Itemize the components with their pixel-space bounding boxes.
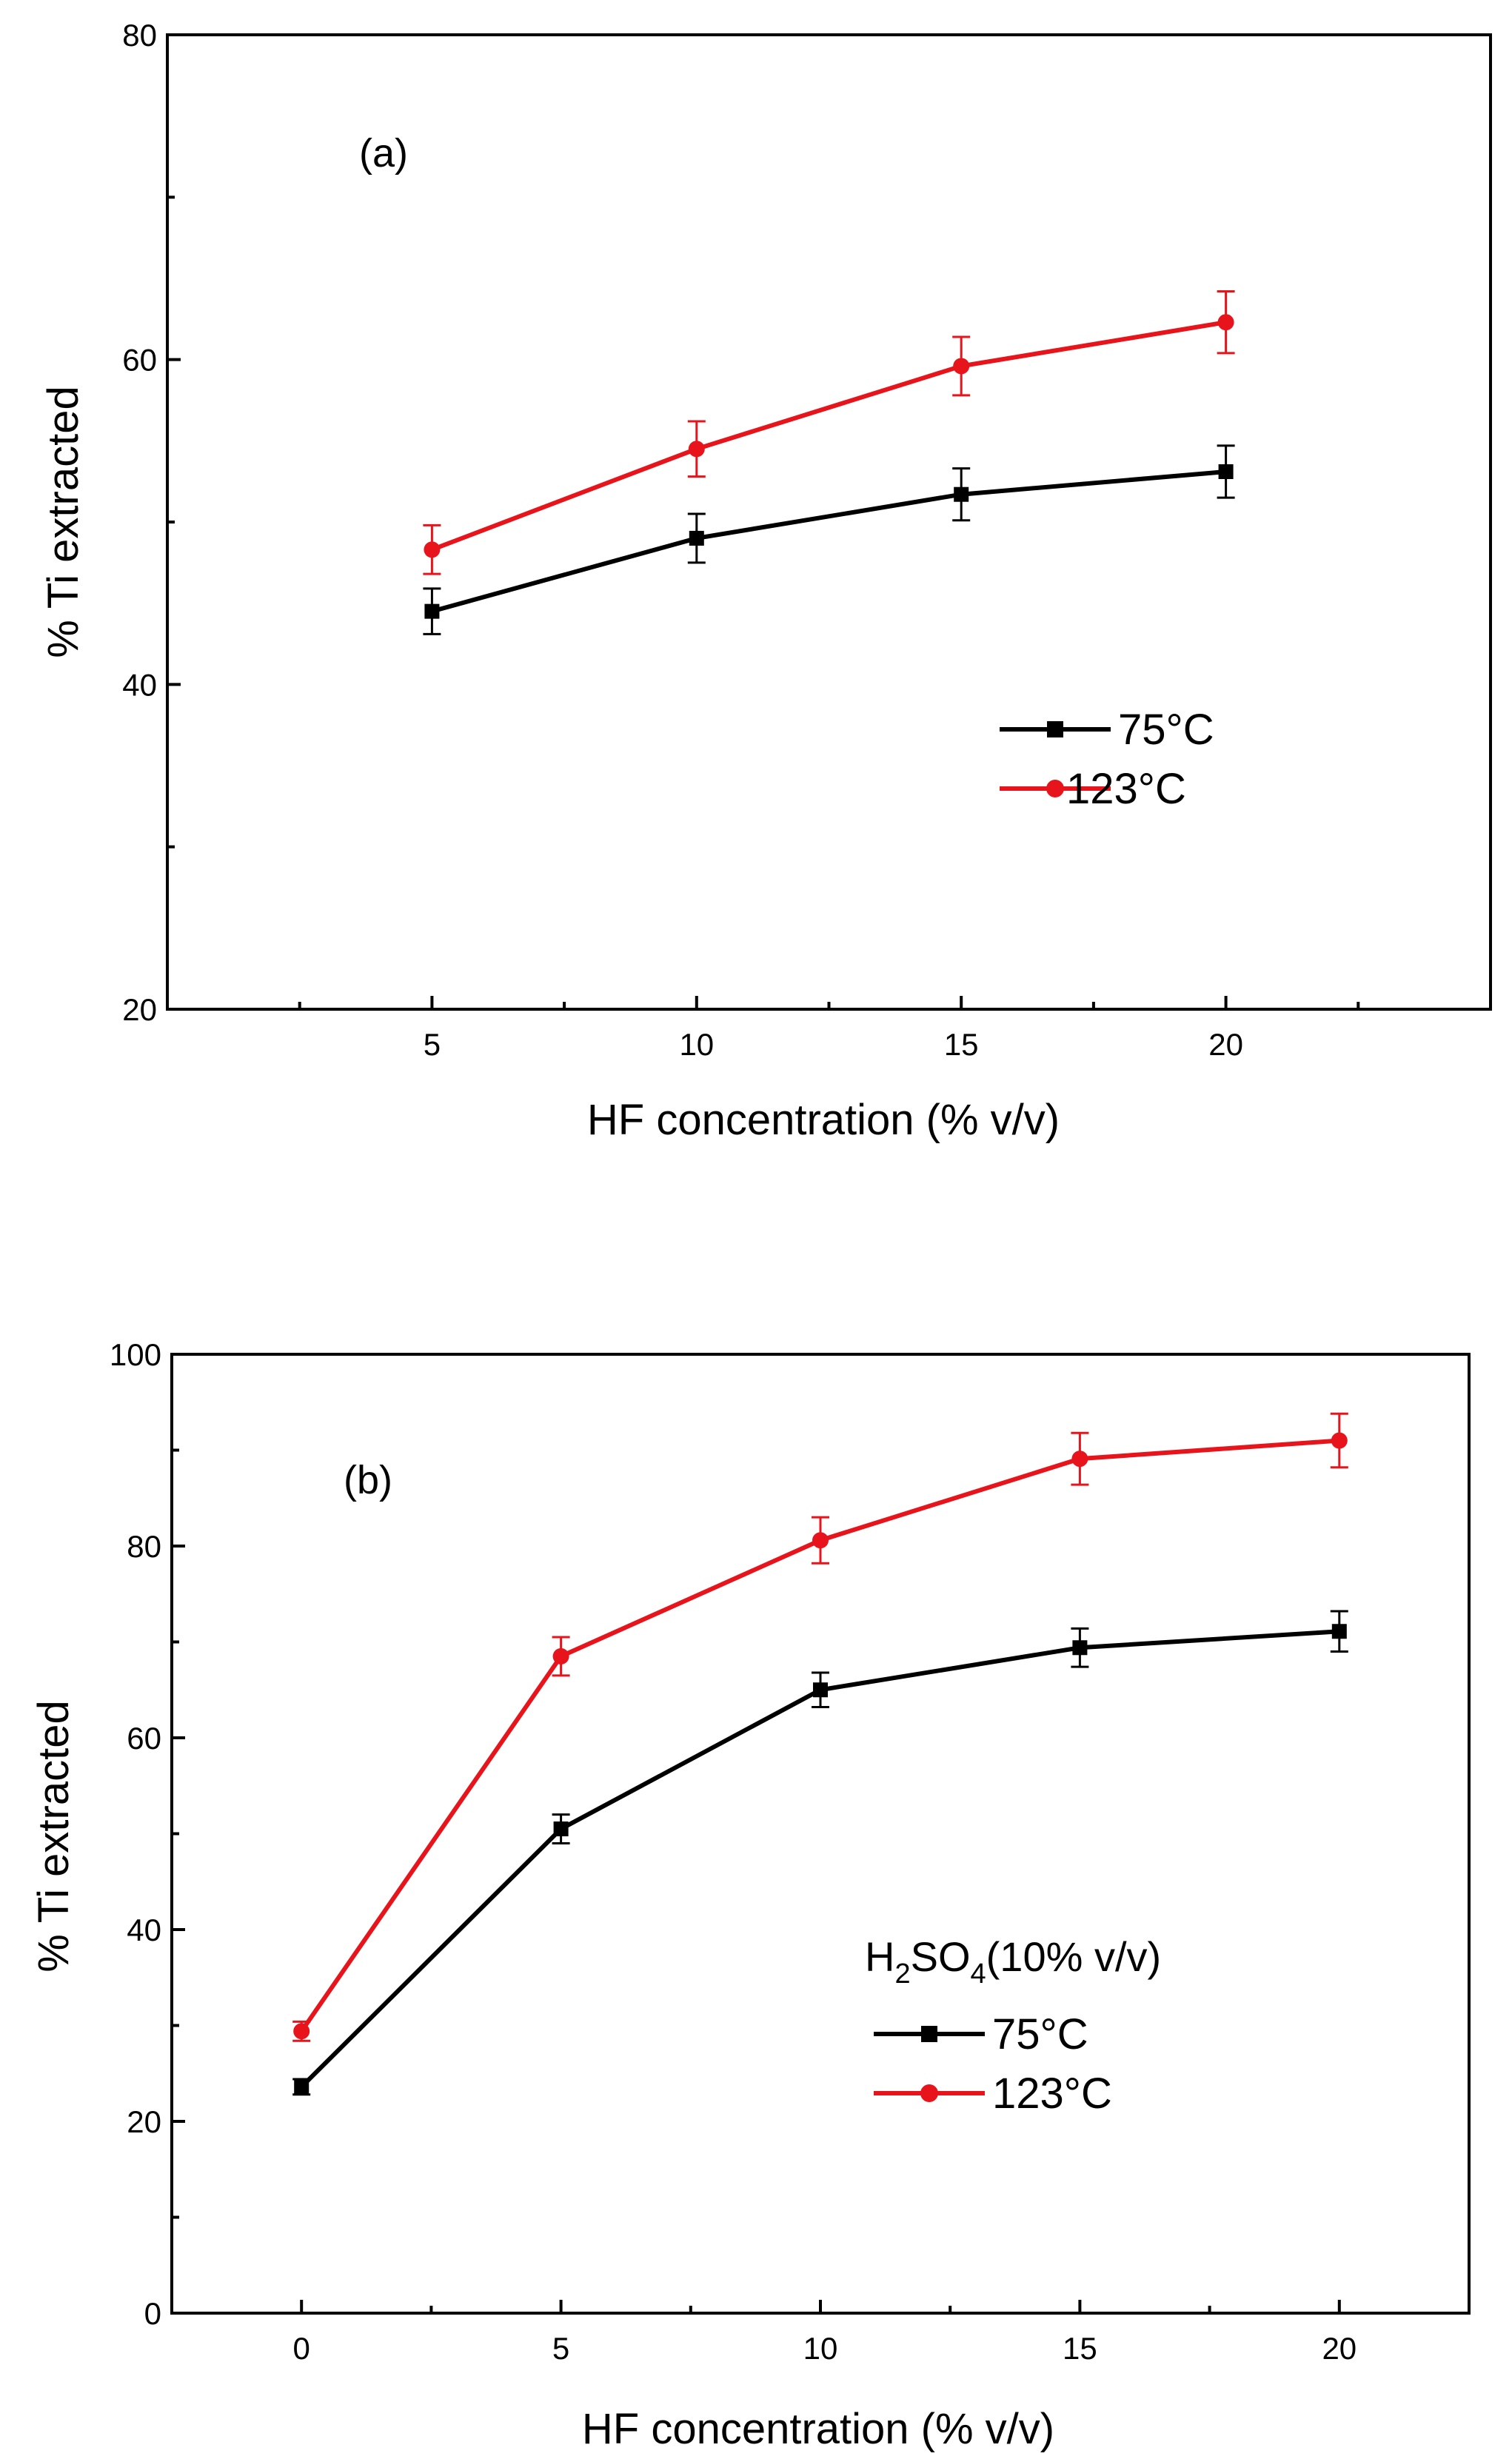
y-tick-label-a: 40: [122, 667, 157, 702]
legend-marker-123c-b: [920, 2084, 938, 2102]
data-point-75c-b: [1072, 1640, 1088, 1656]
data-point-75c-a: [689, 530, 704, 546]
data-point-123c-a: [1217, 314, 1234, 331]
x-tick-label-b: 5: [552, 2331, 569, 2366]
data-point-123c-b: [1071, 1451, 1088, 1468]
x-axis-title-b: HF concentration (% v/v): [582, 2405, 1054, 2453]
x-tick-label-a: 5: [424, 1027, 441, 1062]
x-axis-b: 0 5 10 15 20: [293, 2300, 1357, 2366]
legend-label-123c-b: 123°C: [992, 2070, 1112, 2118]
series-group-b: [292, 1412, 1348, 2096]
y-tick-label-b: 60: [127, 1721, 161, 1756]
chart-panel-b: 0 20 40 60 80 100 0 5 10 15 20 (b) HF concentrati…: [30, 1337, 1471, 2453]
y-tick-label-b: 100: [110, 1337, 161, 1372]
data-point-123c-b: [812, 1532, 829, 1549]
data-point-75c-b: [813, 1682, 828, 1698]
y-axis-title-a: % Ti extracted: [39, 386, 87, 658]
y-tick-label-b: 80: [127, 1529, 161, 1564]
data-point-75c-b: [294, 2079, 310, 2095]
x-tick-label-b: 20: [1322, 2331, 1357, 2366]
data-point-75c-b: [553, 1821, 569, 1837]
legend-marker-123c-a: [1046, 780, 1064, 797]
legend-marker-75c-a: [1047, 721, 1063, 737]
x-tick-label-b: 15: [1063, 2331, 1097, 2366]
annotation-tail: (10% v/v): [986, 1933, 1162, 1980]
legend-label-75c-b: 75°C: [992, 2010, 1088, 2058]
y-tick-label-a: 80: [122, 18, 157, 53]
plot-frame-a: [166, 33, 1492, 1011]
y-tick-label-b: 20: [127, 2104, 161, 2139]
y-tick-label-b: 0: [144, 2296, 161, 2331]
h2so4-annotation: H2SO4(10% v/v): [865, 1933, 1161, 1990]
x-tick-label-b: 10: [803, 2331, 838, 2366]
y-axis-title-b: % Ti extracted: [30, 1700, 78, 1972]
x-tick-label-a: 10: [679, 1027, 714, 1062]
y-tick-label-a: 60: [122, 343, 157, 378]
data-point-75c-b: [1331, 1624, 1347, 1639]
annotation-sub-2: 2: [894, 1958, 910, 1990]
annotation-so: SO: [911, 1933, 971, 1980]
annotation-sub-4: 4: [971, 1958, 986, 1990]
chart-panel-a: 20 40 60 80 5 10 15 20 (a) HF concentration (%…: [39, 18, 1492, 1144]
x-axis-a: 5 10 15 20: [298, 996, 1360, 1062]
data-point-75c-a: [954, 486, 969, 502]
legend-marker-75c-b: [921, 2026, 937, 2042]
legend-a: 75°C 123°C: [1000, 706, 1214, 813]
data-point-123c-b: [1331, 1432, 1348, 1449]
data-point-123c-b: [293, 2023, 310, 2040]
y-axis-b: 0 20 40 60 80 100: [110, 1337, 185, 2331]
data-point-123c-a: [688, 441, 705, 458]
data-point-75c-a: [1218, 464, 1234, 480]
legend-b: 75°C 123°C: [874, 2010, 1112, 2118]
y-axis-a: 20 40 60 80: [122, 18, 181, 1027]
x-axis-title-a: HF concentration (% v/v): [587, 1096, 1060, 1144]
data-point-123c-b: [552, 1647, 569, 1665]
data-point-123c-a: [424, 541, 441, 558]
y-tick-label-b: 40: [127, 1913, 161, 1947]
x-tick-label-a: 15: [944, 1027, 979, 1062]
series-group-a: [423, 290, 1235, 635]
legend-label-75c-a: 75°C: [1118, 706, 1214, 754]
panel-label-b: (b): [344, 1458, 392, 1502]
x-tick-label-b: 0: [293, 2331, 310, 2366]
legend-label-123c-a: 123°C: [1066, 765, 1186, 813]
data-point-123c-a: [953, 358, 970, 375]
y-tick-label-a: 20: [122, 992, 157, 1027]
panel-label-a: (a): [359, 131, 408, 175]
x-tick-label-a: 20: [1208, 1027, 1243, 1062]
annotation-h: H: [865, 1933, 894, 1980]
data-point-75c-a: [424, 603, 440, 619]
series-line-123c-a: [431, 320, 1227, 552]
series-line-75c-a: [431, 469, 1226, 614]
